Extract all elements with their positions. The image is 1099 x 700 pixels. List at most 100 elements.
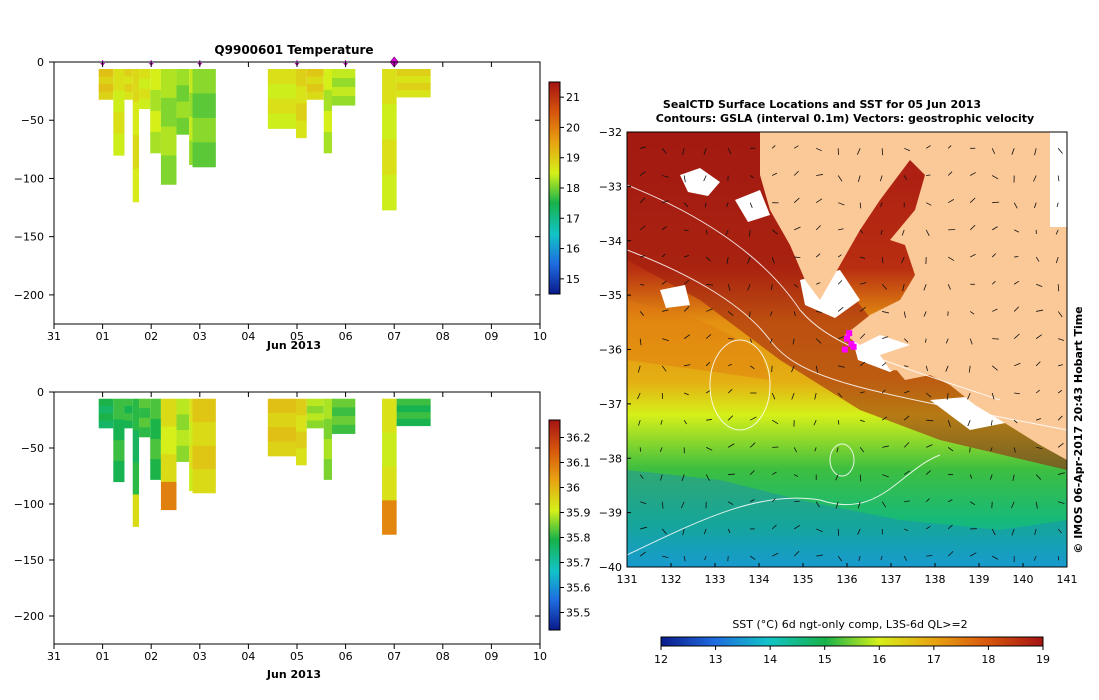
- lon-tick-label: 131: [617, 573, 638, 586]
- x-tick-label: 04: [241, 650, 255, 663]
- profile-cell: [150, 110, 161, 133]
- sst-map-panel: SealCTD Surface Locations and SST for 05…: [599, 98, 1085, 666]
- seal-ctd-locations: [841, 330, 857, 353]
- profile-cell: [331, 398, 356, 408]
- lat-tick-label: −35: [599, 289, 622, 302]
- velocity-vector: [926, 202, 932, 206]
- sst-colorbar-ticks: 12 13 14 15 16 17 18 19: [654, 646, 1050, 666]
- velocity-vector: [815, 501, 820, 508]
- velocity-vector: [727, 501, 734, 506]
- profile-cell: [192, 445, 216, 470]
- profile-cell: [139, 88, 151, 100]
- velocity-vector: [1035, 256, 1040, 262]
- velocity-vector: [945, 365, 949, 372]
- gsla-eddy-contour: [709, 339, 771, 431]
- velocity-vector: [904, 500, 910, 503]
- velocity-vector: [770, 311, 773, 316]
- seal-position: [846, 330, 853, 337]
- velocity-vector: [948, 499, 953, 503]
- velocity-vector: [947, 284, 951, 290]
- velocity-vector: [705, 474, 710, 481]
- velocity-vector: [1036, 446, 1043, 450]
- velocity-vector: [816, 528, 823, 533]
- velocity-vector: [661, 253, 666, 258]
- velocity-vector: [925, 338, 927, 343]
- profile-cell: [160, 155, 177, 185]
- velocity-vector: [1035, 334, 1042, 339]
- velocity-vector: [838, 202, 845, 206]
- profile-cell: [323, 131, 332, 154]
- velocity-vector: [791, 365, 795, 373]
- velocity-vector: [640, 146, 647, 149]
- velocity-vector: [1057, 175, 1060, 182]
- profile-cell: [267, 398, 297, 414]
- sst-colorbar-tick-label: 18: [981, 653, 995, 666]
- velocity-vector: [904, 390, 910, 394]
- lat-tick-label: −37: [599, 398, 622, 411]
- cloud-gap: [735, 190, 770, 222]
- velocity-vector: [859, 361, 866, 367]
- velocity-vector: [814, 447, 817, 452]
- profile-cell: [296, 431, 307, 449]
- profile-cell: [396, 75, 431, 84]
- velocity-vector: [684, 392, 689, 396]
- cloud-gap: [660, 285, 690, 308]
- velocity-vector: [1013, 280, 1020, 285]
- profile-cell: [382, 500, 397, 535]
- velocity-vector: [1057, 528, 1062, 534]
- velocity-vector: [1057, 148, 1063, 154]
- y-tick-label: −150: [14, 554, 44, 567]
- velocity-vector: [771, 145, 776, 149]
- profile-cell: [192, 93, 216, 119]
- velocity-vector: [662, 200, 669, 204]
- x-tick-label: 08: [436, 330, 450, 343]
- velocity-vector: [859, 447, 865, 453]
- velocity-vector: [947, 171, 953, 176]
- colorbar-tick-label: 21: [566, 91, 580, 104]
- profile-cell: [306, 91, 324, 100]
- profile-cell: [396, 405, 431, 413]
- cloud-gap: [680, 168, 720, 196]
- velocity-vector: [727, 443, 735, 448]
- profile-cell: [331, 87, 356, 97]
- profile-cell: [150, 439, 161, 460]
- velocity-vector: [926, 555, 933, 557]
- x-tick-label: 07: [387, 650, 401, 663]
- velocity-vector: [902, 284, 905, 292]
- profile-cell: [382, 68, 397, 105]
- velocity-vector: [726, 202, 729, 207]
- lat-tick-label: −34: [599, 235, 622, 248]
- profile-cell: [323, 439, 332, 460]
- velocity-vector: [947, 145, 952, 149]
- profile-cell: [176, 445, 190, 462]
- profile-cell: [98, 76, 114, 85]
- velocity-vector: [881, 257, 884, 264]
- velocity-vector: [639, 171, 646, 176]
- velocity-vector: [727, 148, 732, 155]
- lon-tick-label: 139: [969, 573, 990, 586]
- velocity-vector: [816, 311, 822, 313]
- velocity-vector: [881, 501, 887, 508]
- profile-cell: [160, 481, 177, 511]
- velocity-vector: [639, 197, 646, 203]
- profile-cell: [98, 406, 114, 414]
- profile-cell: [189, 398, 193, 423]
- profile-cell: [113, 133, 125, 156]
- colorbar-tick-label: 35.9: [566, 507, 591, 520]
- velocity-vector: [792, 338, 795, 345]
- profile-cell: [113, 90, 125, 113]
- profile-cell: [150, 418, 161, 440]
- sst-colorbar-tick-label: 19: [1036, 653, 1050, 666]
- velocity-vector: [970, 552, 977, 557]
- seal-position: [841, 346, 848, 353]
- velocity-vector: [947, 447, 954, 452]
- velocity-vector: [728, 473, 735, 475]
- profile-cell: [296, 398, 307, 416]
- profile-cell: [113, 419, 125, 441]
- velocity-vector: [991, 226, 998, 231]
- profile-cell: [296, 415, 307, 433]
- velocity-vector: [925, 498, 930, 503]
- profile-cell: [396, 89, 431, 98]
- velocity-vector: [793, 525, 800, 530]
- profile-cell: [132, 398, 140, 432]
